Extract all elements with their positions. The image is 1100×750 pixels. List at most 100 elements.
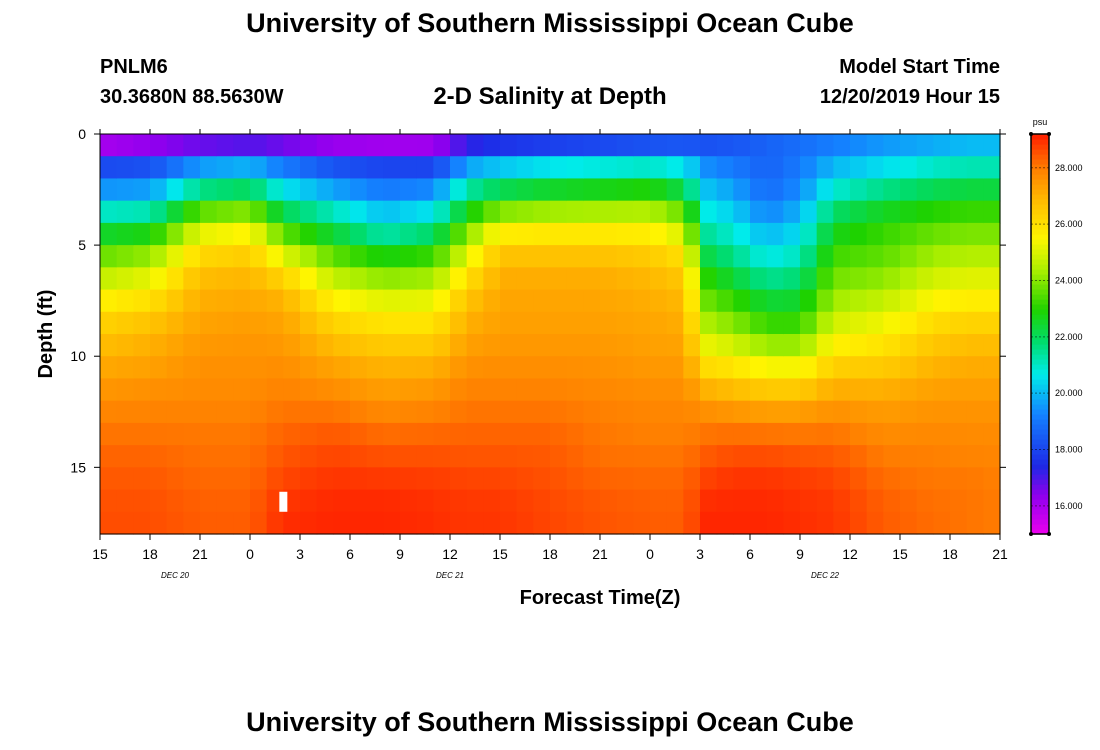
heatmap-cell [166, 467, 184, 491]
heatmap-cell [333, 511, 351, 535]
heatmap-cell [866, 334, 884, 357]
heatmap-cell [666, 178, 684, 202]
heatmap-cell [916, 445, 934, 468]
heatmap-cell [366, 311, 384, 335]
heatmap-cell [150, 289, 168, 313]
heatmap-cell [883, 445, 901, 468]
heatmap-cell [700, 200, 718, 224]
heatmap-cell [366, 334, 384, 357]
heatmap-cell [483, 400, 501, 424]
x-tick-label: 12 [442, 546, 458, 562]
heatmap-cell [300, 222, 318, 246]
heatmap-cell [316, 400, 334, 424]
heatmap-cell [483, 245, 501, 268]
heatmap-cell [333, 445, 351, 468]
heatmap-cell [533, 222, 551, 246]
model-start-value: 12/20/2019 Hour 15 [819, 86, 1000, 108]
heatmap-cell [133, 467, 151, 491]
heatmap-cell [950, 378, 968, 402]
heatmap-cell [550, 511, 568, 535]
heatmap-cell [850, 334, 868, 357]
heatmap-cell [683, 422, 701, 446]
heatmap-cell [716, 378, 734, 402]
heatmap-cell [300, 445, 318, 468]
heatmap-cell [666, 511, 684, 535]
heatmap-cell [150, 200, 168, 224]
heatmap-cell [816, 378, 834, 402]
heatmap-cell [983, 289, 1001, 313]
heatmap-cell [616, 267, 634, 291]
colorbar-segment [1031, 294, 1049, 300]
heatmap-cell [500, 289, 518, 313]
heatmap-cell [300, 245, 318, 268]
heatmap-cell [100, 289, 118, 313]
colorbar: 16.000 18.000 20.000 22.000 24.000 26.000 28.0… [1029, 132, 1083, 536]
heatmap-cell [216, 334, 234, 357]
heatmap-cell [816, 156, 834, 180]
heatmap-cell [683, 178, 701, 202]
heatmap-cell [850, 200, 868, 224]
heatmap-cell [316, 245, 334, 268]
heatmap-cell [100, 511, 118, 535]
heatmap-cell [950, 267, 968, 291]
heatmap-cell [383, 178, 401, 202]
heatmap-cell [383, 289, 401, 313]
heatmap-cell [300, 311, 318, 335]
heatmap-cell [633, 267, 651, 291]
heatmap-cell [800, 378, 818, 402]
heatmap-cell [550, 356, 568, 380]
heatmap-cell [883, 245, 901, 268]
heatmap-cell [533, 245, 551, 268]
heatmap-cell [533, 422, 551, 446]
heatmap-cell [983, 134, 1001, 157]
heatmap-cell [800, 334, 818, 357]
heatmap-cell [816, 200, 834, 224]
heatmap-cell [733, 400, 751, 424]
heatmap-cell [150, 378, 168, 402]
heatmap-cell [466, 445, 484, 468]
colorbar-segment [1031, 369, 1049, 375]
heatmap-cell [350, 334, 368, 357]
heatmap-cell [566, 178, 584, 202]
colorbar-segment [1031, 389, 1049, 395]
heatmap-cell [100, 156, 118, 180]
colorbar-segment [1031, 364, 1049, 370]
heatmap-cell [866, 267, 884, 291]
heatmap-cell [416, 445, 434, 468]
heatmap-cell [333, 400, 351, 424]
heatmap-cell [733, 422, 751, 446]
heatmap-cell [666, 334, 684, 357]
heatmap-cell [933, 334, 951, 357]
heatmap-cell [466, 400, 484, 424]
heatmap-cell [900, 489, 918, 513]
heatmap-cell [116, 356, 134, 380]
colorbar-segment [1031, 194, 1049, 200]
heatmap-cell [716, 245, 734, 268]
heatmap-cell [316, 311, 334, 335]
heatmap-cell [466, 422, 484, 446]
heatmap-cell [650, 378, 668, 402]
heatmap-cell [916, 178, 934, 202]
heatmap-cell [700, 267, 718, 291]
heatmap-cell [600, 134, 618, 157]
heatmap-cell [200, 422, 218, 446]
heatmap-cell [466, 134, 484, 157]
heatmap-cell [933, 422, 951, 446]
heatmap-cell [783, 178, 801, 202]
heatmap-cell [616, 178, 634, 202]
heatmap-cell [383, 467, 401, 491]
heatmap-cell [150, 356, 168, 380]
heatmap-cell [433, 267, 451, 291]
heatmap-cell [450, 289, 468, 313]
heatmap-cell [583, 156, 601, 180]
heatmap-cell [333, 222, 351, 246]
heatmap-cell [833, 489, 851, 513]
heatmap-cell [233, 356, 251, 380]
heatmap-cell [366, 222, 384, 246]
heatmap-cell [900, 334, 918, 357]
heatmap-cell [600, 156, 618, 180]
heatmap-cell [916, 334, 934, 357]
heatmap-cell [216, 245, 234, 268]
x-axis-label: Forecast Time(Z) [520, 587, 681, 609]
colorbar-segment [1031, 359, 1049, 365]
